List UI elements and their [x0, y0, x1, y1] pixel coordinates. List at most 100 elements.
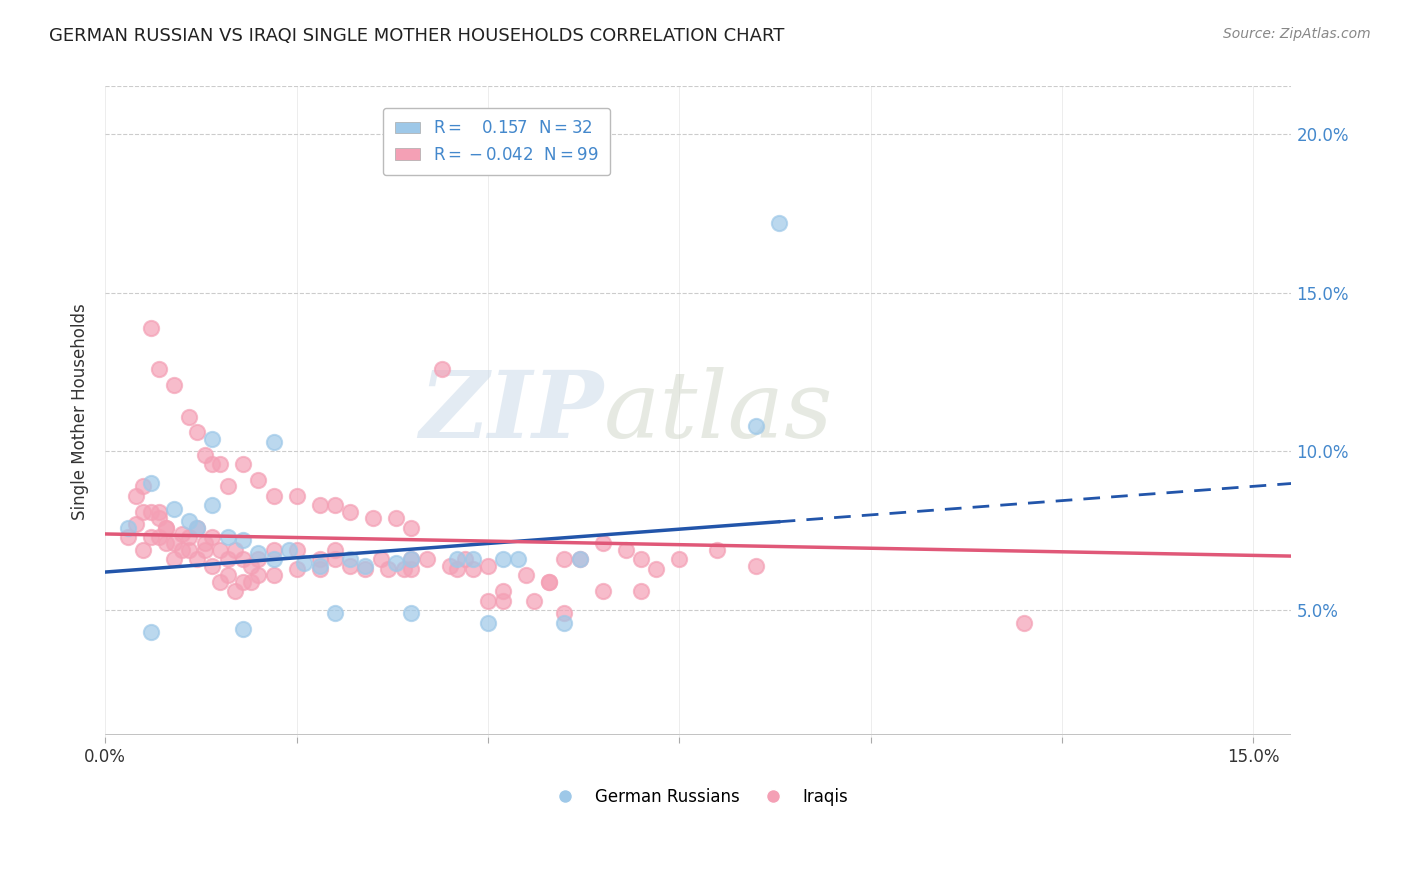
Point: [285, 562, 308, 576]
Point: [163, 552, 186, 566]
Point: [439, 558, 461, 573]
Point: [385, 511, 408, 525]
Point: [1012, 615, 1035, 630]
Point: [179, 409, 201, 424]
Y-axis label: Single Mother Households: Single Mother Households: [72, 303, 89, 520]
Point: [117, 520, 139, 534]
Point: [155, 520, 177, 534]
Point: [217, 568, 239, 582]
Point: [415, 552, 437, 566]
Text: atlas: atlas: [603, 367, 832, 457]
Point: [614, 542, 637, 557]
Point: [247, 546, 270, 560]
Point: [645, 562, 668, 576]
Text: ZIP: ZIP: [419, 367, 603, 457]
Point: [461, 552, 484, 566]
Point: [232, 574, 254, 589]
Point: [155, 536, 177, 550]
Point: [285, 489, 308, 503]
Point: [232, 552, 254, 566]
Point: [201, 457, 224, 471]
Text: GERMAN RUSSIAN VS IRAQI SINGLE MOTHER HOUSEHOLDS CORRELATION CHART: GERMAN RUSSIAN VS IRAQI SINGLE MOTHER HO…: [49, 27, 785, 45]
Point: [247, 473, 270, 487]
Point: [163, 501, 186, 516]
Point: [186, 520, 208, 534]
Point: [201, 499, 224, 513]
Point: [201, 530, 224, 544]
Point: [148, 505, 170, 519]
Point: [179, 542, 201, 557]
Point: [263, 552, 285, 566]
Point: [370, 552, 392, 566]
Point: [768, 216, 790, 230]
Point: [308, 499, 330, 513]
Point: [292, 556, 315, 570]
Point: [186, 552, 208, 566]
Point: [201, 432, 224, 446]
Point: [401, 607, 423, 621]
Point: [454, 552, 477, 566]
Point: [354, 562, 377, 576]
Point: [155, 520, 177, 534]
Point: [446, 562, 468, 576]
Point: [492, 552, 515, 566]
Point: [745, 419, 768, 434]
Point: [401, 552, 423, 566]
Point: [208, 574, 231, 589]
Point: [148, 530, 170, 544]
Point: [239, 574, 262, 589]
Point: [323, 607, 346, 621]
Point: [217, 479, 239, 493]
Point: [553, 607, 575, 621]
Point: [148, 362, 170, 376]
Point: [339, 552, 361, 566]
Point: [132, 542, 155, 557]
Point: [224, 542, 246, 557]
Point: [232, 457, 254, 471]
Point: [208, 457, 231, 471]
Point: [139, 476, 162, 491]
Point: [630, 584, 652, 599]
Point: [117, 530, 139, 544]
Point: [339, 505, 361, 519]
Point: [492, 593, 515, 607]
Point: [139, 505, 162, 519]
Point: [217, 552, 239, 566]
Point: [170, 542, 193, 557]
Point: [361, 511, 384, 525]
Point: [461, 562, 484, 576]
Point: [477, 615, 499, 630]
Point: [354, 558, 377, 573]
Point: [201, 558, 224, 573]
Point: [179, 514, 201, 528]
Point: [385, 556, 408, 570]
Point: [568, 552, 591, 566]
Point: [194, 536, 217, 550]
Point: [568, 552, 591, 566]
Point: [139, 530, 162, 544]
Point: [401, 552, 423, 566]
Point: [263, 489, 285, 503]
Point: [377, 562, 399, 576]
Point: [308, 558, 330, 573]
Point: [477, 593, 499, 607]
Point: [170, 527, 193, 541]
Point: [538, 574, 561, 589]
Point: [477, 558, 499, 573]
Point: [132, 479, 155, 493]
Point: [139, 625, 162, 640]
Point: [508, 552, 530, 566]
Point: [592, 536, 614, 550]
Point: [401, 562, 423, 576]
Point: [217, 530, 239, 544]
Point: [194, 542, 217, 557]
Point: [323, 542, 346, 557]
Point: [515, 568, 537, 582]
Point: [179, 530, 201, 544]
Point: [592, 584, 614, 599]
Point: [232, 533, 254, 548]
Point: [239, 558, 262, 573]
Point: [186, 520, 208, 534]
Point: [745, 558, 768, 573]
Point: [706, 542, 728, 557]
